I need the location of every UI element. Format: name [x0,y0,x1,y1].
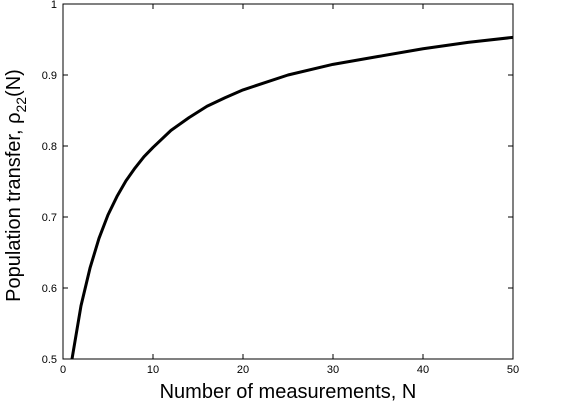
x-tick-label: 50 [507,364,519,376]
plot-frame [62,3,514,360]
y-tick-label: 0.9 [42,70,57,82]
y-axis-label: Population transfer, ρ22(N) [3,69,29,302]
y-tick-label: 0.8 [42,141,57,153]
y-tick-label: 0.5 [42,354,57,366]
x-axis-label: Number of measurements, N [160,381,417,403]
y-axis-label-subscript: 22 [13,97,29,113]
y-axis-label-tail: (N) [3,69,25,97]
x-tick-label: 0 [60,364,66,376]
y-tick-label: 1 [51,0,57,11]
tick-labels: 0 10 20 30 40 50 0.5 0.6 0.7 0.8 0.9 1 [42,0,519,376]
y-axis-label-main: Population transfer, ρ [3,113,25,302]
series-line [70,35,514,360]
y-tick-label: 0.6 [42,283,57,295]
x-tick-label: 20 [237,364,249,376]
y-tick-label: 0.7 [42,212,57,224]
x-tick-label: 30 [327,364,339,376]
x-tick-label: 10 [147,364,159,376]
axis-ticks [62,3,514,360]
x-tick-label: 40 [417,364,429,376]
